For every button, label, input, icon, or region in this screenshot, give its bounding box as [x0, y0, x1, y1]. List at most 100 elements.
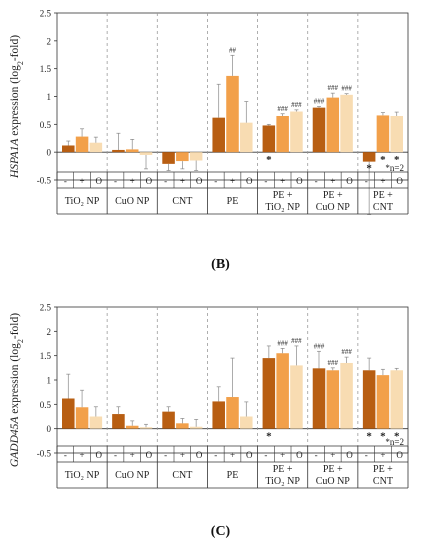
condition-symbol: + — [130, 450, 135, 460]
y-tick-label: 2.5 — [40, 9, 52, 19]
y-tick-label: 1.5 — [40, 351, 52, 361]
condition-symbol: O — [396, 450, 403, 460]
panel-label: (C) — [211, 524, 231, 539]
bar — [226, 397, 239, 429]
group-label: CNT — [373, 202, 393, 213]
panel-label: (B) — [211, 257, 230, 272]
group-label: TiO₂ NP — [265, 202, 300, 213]
significance-mark: ### — [277, 105, 288, 113]
group-label: CNT — [172, 470, 192, 481]
footnote-n2: *n=2 — [385, 437, 404, 447]
bar — [112, 149, 125, 153]
y-tick-label: 0.5 — [40, 400, 52, 410]
group-label: TiO₂ NP — [65, 196, 100, 207]
condition-symbol: O — [96, 450, 103, 460]
significance-mark: ### — [291, 101, 302, 109]
condition-symbol: + — [280, 176, 285, 186]
y-tick-label: 0 — [47, 148, 52, 158]
condition-symbol: O — [196, 176, 203, 186]
bar — [376, 115, 390, 153]
condition-symbol: - — [214, 450, 217, 460]
bar — [176, 152, 189, 162]
bar — [162, 152, 175, 164]
group-label: PE — [227, 196, 239, 207]
bar — [189, 426, 203, 429]
bar — [312, 107, 326, 153]
y-axis-label: HSPA1A expression (log2-fold) — [9, 35, 25, 179]
group-label: TiO₂ NP — [265, 476, 300, 487]
bar — [75, 136, 89, 153]
bar — [340, 362, 353, 429]
bar — [240, 416, 253, 429]
y-axis-label: GADD45A expression (log2-fold) — [9, 313, 25, 467]
group-label: TiO₂ NP — [65, 470, 100, 481]
star-mark: * — [366, 431, 372, 443]
condition-symbol: - — [64, 176, 67, 186]
condition-symbol: - — [164, 450, 167, 460]
condition-symbol: - — [315, 450, 318, 460]
bar — [276, 353, 289, 429]
bar — [390, 370, 403, 429]
y-tick-label: -0.5 — [37, 449, 52, 459]
bar — [62, 145, 75, 153]
bar — [290, 365, 303, 429]
significance-mark: ### — [291, 337, 302, 345]
bar — [139, 152, 153, 155]
bar — [276, 115, 289, 153]
bar — [125, 425, 139, 429]
condition-symbol: O — [296, 176, 303, 186]
bar — [89, 416, 103, 429]
condition-symbol: O — [246, 176, 253, 186]
bar — [162, 411, 175, 429]
condition-symbol: - — [365, 450, 368, 460]
condition-symbol: + — [180, 450, 185, 460]
group-label: CuO NP — [115, 470, 150, 481]
condition-symbol: - — [64, 450, 67, 460]
bar — [212, 401, 225, 429]
significance-mark: ### — [314, 342, 325, 350]
bar — [176, 423, 189, 429]
bar — [139, 427, 153, 429]
bar — [89, 142, 103, 153]
condition-symbol: O — [246, 450, 253, 460]
y-tick-label: 1 — [47, 92, 52, 102]
significance-mark: ### — [277, 339, 288, 347]
condition-symbol: - — [365, 176, 368, 186]
y-tick-label: 1 — [47, 376, 52, 386]
condition-symbol: O — [346, 176, 353, 186]
condition-symbol: O — [396, 176, 403, 186]
bar — [262, 358, 276, 429]
significance-mark: ### — [328, 359, 339, 367]
star-mark: * — [366, 163, 372, 175]
condition-symbol: + — [130, 176, 135, 186]
bar — [340, 94, 353, 153]
bar — [312, 368, 326, 429]
bar — [326, 97, 340, 153]
condition-symbol: - — [264, 176, 267, 186]
y-tick-label: 1.5 — [40, 64, 52, 74]
condition-symbol: + — [330, 450, 335, 460]
bar — [240, 122, 253, 153]
bar — [226, 75, 239, 153]
star-mark: * — [380, 154, 386, 166]
significance-mark: ### — [341, 348, 352, 356]
significance-mark: ## — [229, 46, 237, 54]
bar — [262, 125, 276, 153]
condition-symbol: + — [380, 176, 385, 186]
condition-symbol: O — [196, 450, 203, 460]
group-label: PE — [227, 470, 239, 481]
group-label: PE + — [373, 190, 393, 201]
y-tick-label: 0 — [47, 424, 52, 434]
condition-symbol: - — [214, 176, 217, 186]
bar — [362, 152, 376, 162]
y-tick-label: 2 — [47, 327, 52, 337]
bar — [362, 370, 376, 429]
y-tick-label: 2.5 — [40, 303, 52, 313]
condition-symbol: - — [114, 450, 117, 460]
group-label: CNT — [172, 196, 192, 207]
bar — [376, 375, 390, 429]
bar — [125, 149, 139, 153]
condition-symbol: - — [264, 450, 267, 460]
y-tick-label: 0.5 — [40, 120, 52, 130]
condition-symbol: O — [296, 450, 303, 460]
